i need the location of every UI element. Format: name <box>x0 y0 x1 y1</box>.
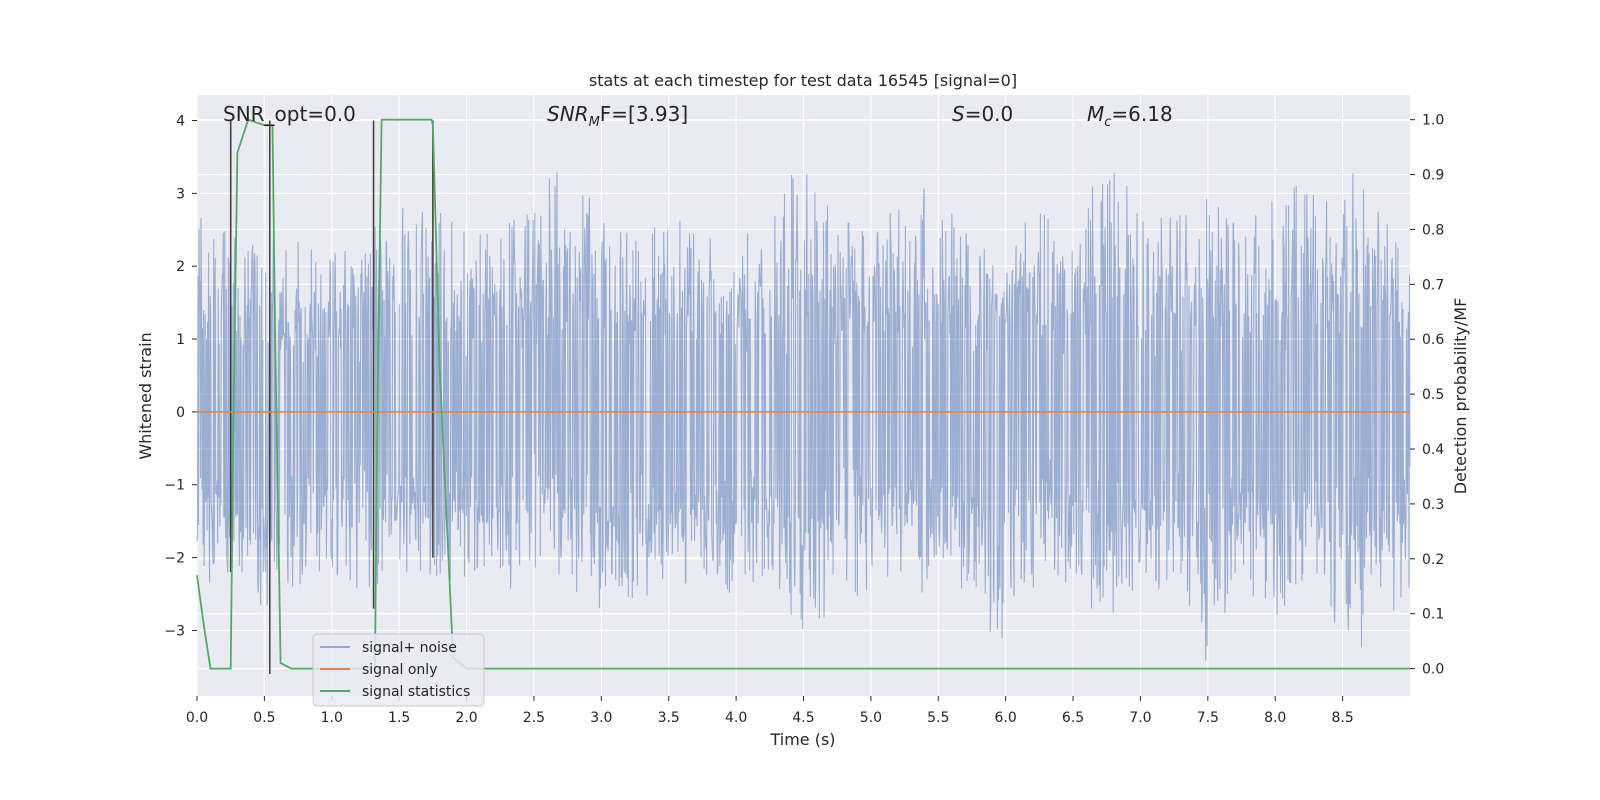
yr-tick-label-9: 0.9 <box>1422 168 1444 184</box>
yr-tick-label-4: 0.4 <box>1422 442 1444 458</box>
annotation-mc: Mc=6.18 <box>1087 102 1173 130</box>
x-axis-label: Time (s) <box>769 730 835 749</box>
left-y-axis-label: Whitened strain <box>136 332 155 459</box>
snr-mf-base: SNR <box>547 102 589 126</box>
s-rest: =0.0 <box>965 102 1014 126</box>
noise-trace <box>196 172 1411 661</box>
yr-tick-label-10: 1.0 <box>1422 113 1444 129</box>
s-var: S <box>952 102 965 126</box>
right-y-axis-label: Detection probability/MF <box>1451 298 1470 495</box>
yl-tick-label-1: −2 <box>164 551 185 567</box>
legend-label-signal-statistics: signal statistics <box>362 684 470 700</box>
x-tick-label-16: 8.0 <box>1264 710 1286 726</box>
x-tick-label-10: 5.0 <box>860 710 882 726</box>
yl-tick-label-4: 1 <box>176 332 185 348</box>
x-tick-label-5: 2.5 <box>523 710 545 726</box>
series-signal-plus-noise <box>196 172 1411 661</box>
x-tick-label-3: 1.5 <box>388 710 410 726</box>
x-tick-label-2: 1.0 <box>321 710 343 726</box>
yl-tick-label-5: 2 <box>176 259 185 275</box>
x-tick-label-4: 2.0 <box>455 710 477 726</box>
yr-tick-label-2: 0.2 <box>1422 552 1444 568</box>
yl-tick-label-3: 0 <box>176 405 185 421</box>
yr-tick-label-0: 0.0 <box>1422 662 1444 678</box>
yl-tick-label-0: −3 <box>164 623 185 639</box>
x-tick-label-1: 0.5 <box>253 710 275 726</box>
x-axis-ticks: 0.0 0.5 1.0 1.5 2.0 2.5 3.0 3.5 4.0 4.5 5.0 5.5 6.0 6… <box>186 696 1354 726</box>
vertical-markers <box>229 120 434 675</box>
annotation-snr-opt: SNR_opt=0.0 <box>223 102 356 126</box>
x-tick-label-11: 5.5 <box>927 710 949 726</box>
snr-mf-sub: M <box>589 115 600 130</box>
yl-tick-label-2: −1 <box>164 478 185 494</box>
yr-tick-label-7: 0.7 <box>1422 277 1444 293</box>
legend-box <box>312 633 485 707</box>
yr-tick-label-6: 0.6 <box>1422 332 1444 348</box>
mc-var: M <box>1087 102 1104 126</box>
mc-sub: c <box>1104 115 1111 130</box>
yl-tick-label-7: 4 <box>176 113 185 129</box>
x-tick-label-14: 7.0 <box>1129 710 1151 726</box>
yr-tick-label-8: 0.8 <box>1422 222 1444 238</box>
x-tick-label-17: 8.5 <box>1331 710 1353 726</box>
x-tick-label-12: 6.0 <box>995 710 1017 726</box>
legend-label-signal-only: signal only <box>362 662 437 678</box>
x-tick-label-9: 4.5 <box>792 710 814 726</box>
x-tick-label-6: 3.0 <box>590 710 612 726</box>
left-y-axis-ticks: −3 −2 −1 0 1 2 3 4 <box>164 113 197 639</box>
x-tick-label-15: 7.5 <box>1197 710 1219 726</box>
yl-tick-label-6: 3 <box>176 186 185 202</box>
right-y-axis-ticks: 0.0 0.1 0.2 0.3 0.4 0.5 0.6 0.7 0.8 0.9 1.0 <box>1410 113 1444 678</box>
x-tick-label-8: 4.0 <box>725 710 747 726</box>
mc-rest: =6.18 <box>1111 102 1172 126</box>
x-tick-label-0: 0.0 <box>186 710 208 726</box>
annotation-snr-mf: SNRMF=[3.93] <box>547 102 688 130</box>
chart-title: stats at each timestep for test data 165… <box>589 71 1017 90</box>
legend-label-signal-plus-noise: signal+ noise <box>362 640 457 656</box>
legend: signal+ noise signal only signal statist… <box>312 633 485 707</box>
yr-tick-label-3: 0.3 <box>1422 497 1444 513</box>
x-tick-label-13: 6.5 <box>1062 710 1084 726</box>
x-tick-label-7: 3.5 <box>658 710 680 726</box>
annotation-s: S=0.0 <box>952 102 1013 126</box>
yr-tick-label-1: 0.1 <box>1422 607 1444 623</box>
snr-mf-rest: F=[3.93] <box>600 102 688 126</box>
yr-tick-label-5: 0.5 <box>1422 387 1444 403</box>
